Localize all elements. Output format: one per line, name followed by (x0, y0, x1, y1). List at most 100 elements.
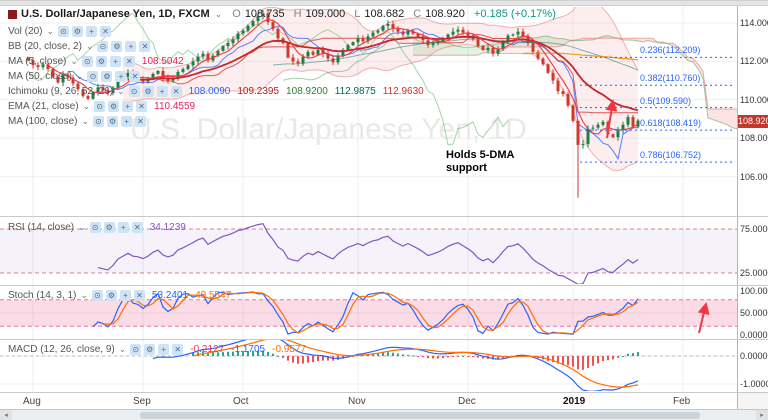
eye-icon[interactable]: ⊙ (58, 26, 70, 37)
add-icon[interactable]: + (125, 41, 137, 52)
chart-canvas[interactable] (0, 1, 737, 393)
eye-icon[interactable]: ⊙ (93, 116, 105, 127)
price-tick: 106.000 (740, 171, 768, 182)
scroll-left-button[interactable]: ◂ (0, 410, 12, 420)
add-icon[interactable]: + (117, 222, 129, 233)
add-icon[interactable]: + (121, 116, 133, 127)
chevron-down-icon[interactable]: ⌄ (75, 71, 84, 81)
settings-icon[interactable]: ⚙ (107, 116, 119, 127)
close-icon[interactable]: ✕ (170, 86, 182, 97)
top-border (0, 1, 768, 6)
chevron-down-icon[interactable]: ⌄ (81, 116, 90, 126)
scrollbar-thumb[interactable] (140, 412, 700, 419)
add-icon[interactable]: + (156, 86, 168, 97)
stoch-header-value-0: 53.2401 (151, 290, 189, 301)
chevron-down-icon[interactable]: ⌄ (82, 101, 91, 111)
chevron-down-icon[interactable]: ⌄ (118, 344, 127, 354)
chevron-down-icon[interactable]: ⌄ (46, 26, 55, 36)
stoch-tick: 0.0000 (740, 330, 768, 340)
close-icon[interactable]: ✕ (129, 71, 141, 82)
close-icon[interactable]: ✕ (172, 344, 184, 355)
chevron-down-icon[interactable]: ⌄ (214, 8, 223, 19)
settings-icon[interactable]: ⚙ (101, 71, 113, 82)
fib-level-label-4[interactable]: 0.786(106.752) (640, 150, 702, 161)
macd-header[interactable]: MACD (12, 26, close, 9) ⌄ ⊙ ⚙ + ✕ -0.2127 -1.17… (8, 342, 306, 357)
add-icon[interactable]: + (86, 26, 98, 37)
chevron-down-icon[interactable]: ⌄ (85, 41, 94, 51)
horizontal-scrollbar[interactable]: ◂ ▸ (0, 409, 768, 420)
add-icon[interactable]: + (119, 290, 131, 301)
legend-item-0-label: Vol (20) (8, 26, 43, 37)
close-icon[interactable]: ✕ (135, 116, 147, 127)
price-tick: 110.000 (740, 94, 768, 105)
main-panel (26, 7, 737, 198)
legend-item-4-value-0: 108.0090 (188, 86, 231, 97)
chevron-down-icon[interactable]: ⌄ (117, 86, 125, 96)
annotation-text[interactable]: Holds 5-DMA support (446, 149, 515, 174)
add-icon[interactable]: + (109, 56, 121, 67)
price-tick: 108.000 (740, 133, 768, 144)
close-icon[interactable]: ✕ (131, 222, 143, 233)
add-icon[interactable]: + (115, 71, 127, 82)
settings-icon[interactable]: ⚙ (95, 56, 107, 67)
settings-icon[interactable]: ⚙ (142, 86, 154, 97)
close-icon[interactable]: ✕ (139, 41, 151, 52)
scroll-right-button[interactable]: ▸ (756, 410, 768, 420)
panel-separator[interactable] (0, 285, 768, 286)
change-value: +0.185 (+0.17%) (473, 8, 556, 20)
chevron-down-icon[interactable]: ⌄ (78, 222, 86, 232)
eye-icon[interactable]: ⊙ (89, 222, 101, 233)
panel-separator[interactable] (0, 339, 768, 340)
fib-level-label-0[interactable]: 0.236(112.209) (640, 45, 701, 56)
macd-tick: -1.0000 (740, 379, 768, 389)
settings-icon[interactable]: ⚙ (103, 222, 115, 233)
settings-icon[interactable]: ⚙ (72, 26, 84, 37)
close-icon[interactable]: ✕ (123, 56, 135, 67)
close-icon[interactable]: ✕ (100, 26, 112, 37)
legend-item-4[interactable]: Ichimoku (9, 26, 52, 26) ⌄ ⊙ ⚙ + ✕ 108.0090 109… (8, 84, 424, 99)
time-label-Aug: Aug (23, 396, 41, 407)
eye-icon[interactable]: ⊙ (130, 344, 142, 355)
fib-level-label-1[interactable]: 0.382(110.760) (640, 73, 701, 84)
settings-icon[interactable]: ⚙ (144, 344, 156, 355)
close-icon[interactable]: ✕ (133, 290, 145, 301)
time-axis[interactable] (0, 393, 737, 409)
price-axis[interactable] (737, 1, 768, 393)
macd-header-value-1: -1.1705 (231, 344, 266, 355)
eye-icon[interactable]: ⊙ (87, 71, 99, 82)
eye-icon[interactable]: ⊙ (91, 290, 103, 301)
stoch-header[interactable]: Stoch (14, 3, 1) ⌄ ⊙ ⚙ + ✕ 53.2401 49.5547 (8, 288, 231, 303)
stoch-panel (0, 291, 737, 335)
fib-level-label-3[interactable]: 0.618(108.419) (640, 118, 702, 129)
symbol-title[interactable]: U.S. Dollar/Japanese Yen, 1D, FXCM (21, 8, 210, 20)
panel-separator[interactable] (0, 216, 768, 217)
settings-icon[interactable]: ⚙ (111, 41, 123, 52)
time-label-Sep: Sep (133, 396, 151, 407)
legend-item-4-value-2: 108.9200 (286, 86, 328, 97)
chevron-down-icon[interactable]: ⌄ (70, 56, 78, 66)
legend-item-6[interactable]: MA (100, close) ⌄ ⊙ ⚙ + ✕ (8, 114, 147, 129)
legend-item-5[interactable]: EMA (21, close) ⌄ ⊙ ⚙ + ✕ 110.4559 (8, 99, 195, 114)
panel-separator (0, 392, 768, 393)
time-label-2019: 2019 (563, 396, 586, 407)
fib-level-label-2[interactable]: 0.5(109.590) (640, 95, 692, 106)
settings-icon[interactable]: ⚙ (105, 290, 117, 301)
close-icon[interactable]: ✕ (136, 101, 148, 112)
eye-icon[interactable]: ⊙ (97, 41, 109, 52)
symbol-header: U.S. Dollar/Japanese Yen, 1D, FXCM ⌄ O 1… (8, 8, 556, 20)
eye-icon[interactable]: ⊙ (128, 86, 140, 97)
legend-item-6-label: MA (100, close) (8, 116, 78, 127)
add-icon[interactable]: + (158, 344, 170, 355)
close-value: 108.920 (425, 8, 465, 20)
legend-item-3[interactable]: MA (50, close) ⌄ ⊙ ⚙ + ✕ (8, 69, 141, 84)
rsi-header[interactable]: RSI (14, close) ⌄ ⊙ ⚙ + ✕ 34.1239 (8, 220, 186, 235)
eye-icon[interactable]: ⊙ (94, 101, 106, 112)
eye-icon[interactable]: ⊙ (81, 56, 93, 67)
legend-item-5-label: EMA (21, close) (8, 101, 79, 112)
legend-item-1[interactable]: BB (20, close, 2) ⌄ ⊙ ⚙ + ✕ (8, 39, 151, 54)
chevron-down-icon[interactable]: ⌄ (80, 290, 88, 300)
legend-item-0[interactable]: Vol (20) ⌄ ⊙ ⚙ + ✕ (8, 24, 112, 39)
add-icon[interactable]: + (122, 101, 134, 112)
settings-icon[interactable]: ⚙ (108, 101, 120, 112)
legend-item-2[interactable]: MA (5, close) ⌄ ⊙ ⚙ + ✕ 108.5042 (8, 54, 184, 69)
